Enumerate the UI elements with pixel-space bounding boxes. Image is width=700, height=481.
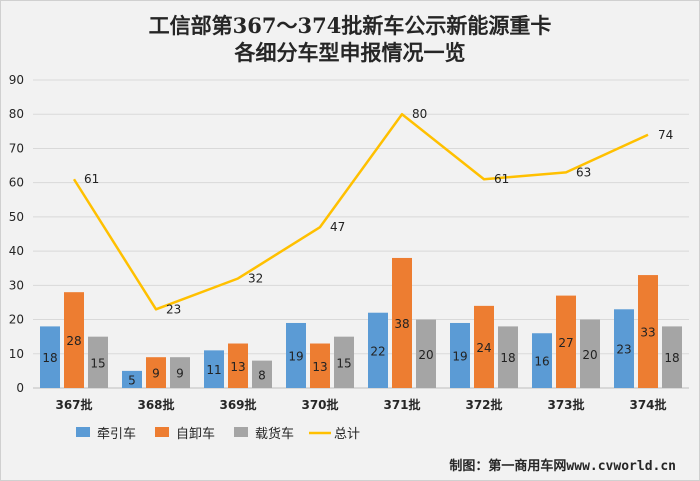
bar-data-label: 16	[534, 355, 549, 369]
bar-data-label: 11	[206, 363, 221, 377]
bar-牵引车	[532, 333, 552, 388]
bar-载货车	[334, 336, 354, 388]
bar-自卸车	[638, 275, 658, 388]
bar-牵引车	[368, 312, 388, 388]
legend-swatch-牵引车	[76, 427, 90, 437]
bar-载货车	[416, 319, 436, 388]
x-tick-label: 374批	[629, 397, 666, 412]
line-data-label: 47	[330, 220, 345, 234]
line-data-label: 23	[166, 302, 181, 316]
y-tick-label: 10	[9, 347, 24, 361]
bar-data-label: 22	[370, 344, 385, 358]
y-tick-label: 0	[16, 381, 24, 395]
x-tick-label: 372批	[465, 397, 502, 412]
bar-牵引车	[614, 309, 634, 388]
bar-牵引车	[286, 322, 306, 388]
x-tick-label: 367批	[55, 397, 92, 412]
bar-自卸车	[392, 257, 412, 388]
x-tick-label: 368批	[137, 397, 174, 412]
legend-label: 载货车	[255, 426, 294, 442]
line-data-label: 61	[494, 172, 509, 186]
bar-牵引车	[122, 370, 142, 388]
y-tick-label: 50	[9, 210, 24, 224]
bar-牵引车	[40, 326, 60, 388]
y-tick-label: 60	[9, 176, 24, 190]
bar-data-label: 20	[418, 348, 433, 362]
y-tick-label: 20	[9, 313, 24, 327]
bar-data-label: 27	[558, 336, 573, 350]
bar-data-label: 18	[500, 351, 515, 365]
bar-牵引车	[450, 322, 470, 388]
y-tick-label: 40	[9, 244, 24, 258]
legend-label: 牵引车	[97, 426, 136, 442]
bar-data-label: 13	[312, 360, 327, 374]
bar-data-label: 15	[90, 356, 105, 370]
legend-swatch-载货车	[234, 427, 248, 437]
chart-subtitle: 各细分车型申报情况一览	[234, 40, 466, 65]
bar-data-label: 19	[288, 349, 303, 363]
line-总计	[72, 112, 649, 311]
bar-data-label: 23	[616, 343, 631, 357]
x-tick-label: 373批	[547, 397, 584, 412]
bar-data-label: 15	[336, 356, 351, 370]
bar-data-label: 8	[258, 368, 266, 382]
bar-自卸车	[64, 292, 84, 388]
bar-data-label: 13	[230, 360, 245, 374]
bar-data-label: 24	[476, 341, 491, 355]
line-data-label: 80	[412, 107, 427, 121]
bar-data-label: 38	[394, 317, 409, 331]
bar-载货车	[580, 319, 600, 388]
y-tick-label: 30	[9, 278, 24, 292]
x-tick-label: 369批	[219, 397, 256, 412]
bar-data-label: 20	[582, 348, 597, 362]
bar-载货车	[498, 326, 518, 388]
bar-载货车	[170, 357, 190, 388]
bar-自卸车	[146, 357, 166, 388]
bar-自卸车	[556, 295, 576, 388]
bar-data-label: 33	[640, 326, 655, 340]
bar-data-label: 18	[42, 351, 57, 365]
bar-data-label: 18	[664, 351, 679, 365]
bar-data-label: 9	[176, 367, 184, 381]
bar-data-label: 28	[66, 334, 81, 348]
line-data-label: 74	[658, 128, 673, 142]
legend-swatch-自卸车	[155, 427, 169, 437]
bar-载货车	[252, 360, 272, 388]
line-data-label: 63	[576, 165, 591, 179]
legend-label: 自卸车	[176, 426, 215, 442]
bar-载货车	[662, 326, 682, 388]
bar-自卸车	[310, 343, 330, 388]
bar-data-label: 5	[128, 373, 136, 387]
line-data-label: 32	[248, 271, 263, 285]
legend-label: 总计	[334, 427, 360, 442]
bar-data-label: 9	[152, 367, 160, 381]
x-tick-label: 370批	[301, 397, 338, 412]
bar-自卸车	[474, 305, 494, 388]
line-data-label: 61	[84, 172, 99, 186]
bar-载货车	[88, 336, 108, 388]
bar-data-label: 19	[452, 349, 467, 363]
y-tick-label: 90	[9, 73, 24, 87]
chart-title: 工信部第367～374批新车公示新能源重卡	[148, 13, 552, 38]
x-tick-label: 371批	[383, 397, 420, 412]
chart-credit: 制图：第一商用车网www.cvworld.cn	[449, 459, 676, 474]
bar-自卸车	[228, 343, 248, 388]
bar-牵引车	[204, 350, 224, 388]
y-tick-label: 70	[9, 141, 24, 155]
y-tick-label: 80	[9, 107, 24, 121]
